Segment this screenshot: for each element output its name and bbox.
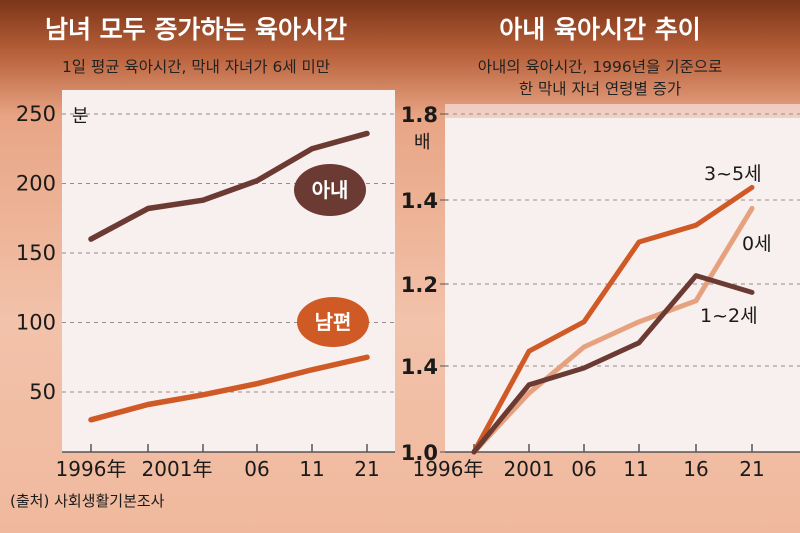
y-tick-label: 200 [16, 172, 56, 196]
x-tick-label: 21 [739, 457, 764, 481]
legend-wife-label: 아내 [312, 178, 349, 202]
legend-husband-label: 남편 [315, 310, 352, 334]
x-tick-label: 06 [571, 457, 596, 481]
x-tick-label: 1996年 [56, 457, 127, 481]
x-tick-label: 11 [623, 457, 648, 481]
y-tick-label: 50 [29, 380, 56, 404]
y-tick-label: 1.2 [401, 273, 438, 297]
x-tick-label: 2001年 [142, 457, 213, 481]
y-tick-label: 1.4 [401, 189, 438, 213]
legend-husband-badge [297, 297, 369, 347]
label-age35: 3~5세 [704, 163, 762, 185]
x-tick-label: 06 [244, 457, 269, 481]
x-tick-label: 21 [354, 457, 379, 481]
y-tick-label: 100 [16, 311, 56, 335]
left-unit-label: 분 [72, 106, 89, 127]
age0-line [471, 205, 755, 455]
y-tick-label: 1.8 [401, 103, 438, 127]
right-subtitle-line1: 아내의 육아시간, 1996년을 기준으로 [478, 58, 723, 76]
x-tick-label: 2001 [504, 457, 555, 481]
age12-line [471, 273, 755, 455]
x-tick-label: 11 [299, 457, 324, 481]
label-age12: 1~2세 [700, 305, 758, 327]
left-subtitle: 1일 평균 육아시간, 막내 자녀가 6세 미만 [62, 58, 330, 76]
y-tick-label: 1.0 [401, 441, 438, 465]
left-title: 남녀 모두 증가하는 육아시간 [45, 15, 347, 44]
x-tick-label: 16 [683, 457, 708, 481]
legend-wife-badge [294, 164, 366, 216]
left-chart: 250 200 150 100 50 1996年 2001年 06 11 21 [16, 102, 395, 481]
left-plot-area [62, 90, 395, 452]
y-tick-label: 150 [16, 241, 56, 265]
y-tick-label: 250 [16, 102, 56, 126]
husband-line [88, 354, 370, 423]
right-subtitle-line2: 한 막내 자녀 연령별 증가 [519, 80, 681, 98]
x-tick-label: 1996年 [413, 457, 484, 481]
right-title: 아내 육아시간 추이 [499, 15, 700, 44]
wife-line [88, 130, 370, 242]
right-unit-label: 배 [414, 132, 431, 153]
source-note: (출처) 사회생활기본조사 [10, 492, 165, 510]
y-tick-label: 1.4 [401, 355, 438, 379]
age35-line [471, 184, 755, 455]
label-age0: 0세 [742, 233, 772, 255]
